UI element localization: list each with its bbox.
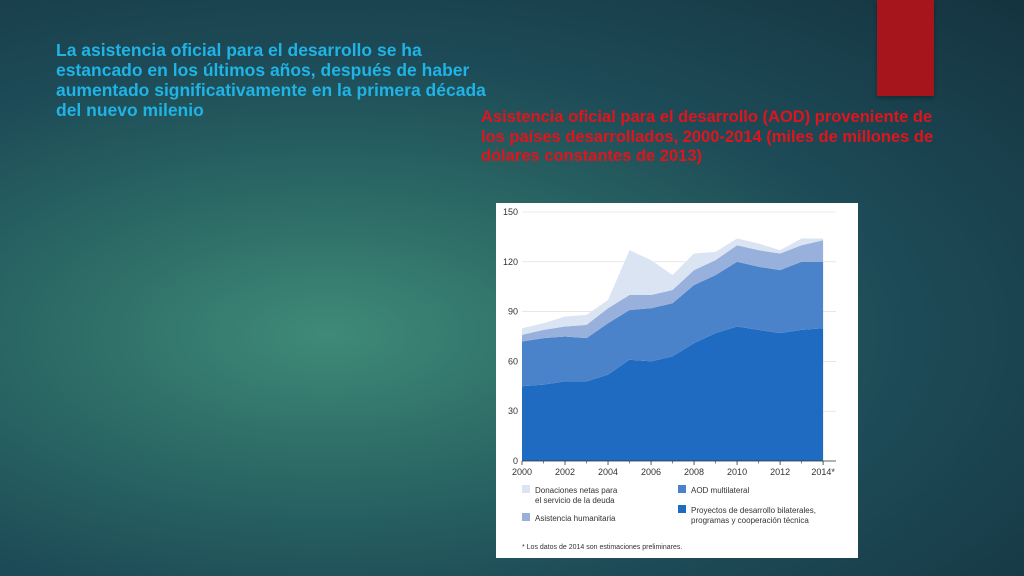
legend-label: AOD multilateral [691, 486, 749, 495]
y-tick-label: 120 [503, 257, 518, 267]
legend-label: Asistencia humanitaria [535, 514, 616, 523]
legend-swatch [522, 513, 530, 521]
y-tick-label: 90 [508, 307, 518, 317]
x-tick-label: 2006 [641, 467, 661, 477]
y-tick-label: 0 [513, 456, 518, 466]
x-tick-label: 2008 [684, 467, 704, 477]
x-tick-label: 2012 [770, 467, 790, 477]
accent-bar [877, 0, 934, 96]
chart-footnote: * Los datos de 2014 son estimaciones pre… [522, 544, 682, 551]
legend-label: Donaciones netas para [535, 486, 618, 495]
x-tick-label: 2000 [512, 467, 532, 477]
legend-label: Proyectos de desarrollo bilaterales, [691, 506, 816, 515]
chart-caption: Asistencia oficial para el desarrollo (A… [481, 108, 971, 167]
area-series-3 [522, 240, 824, 342]
area-layer [522, 238, 824, 461]
stacked-area-chart: 0 30 60 90 120 150 2000 2002 2004 2006 2008 2010 201… [503, 207, 836, 551]
y-tick-label: 60 [508, 356, 518, 366]
chart-caption-line-2: los países desarrollados, 2000-2014 (mil… [481, 127, 934, 166]
x-tick-label: 2010 [727, 467, 747, 477]
area-series-2 [522, 261, 824, 387]
y-tick-label: 150 [503, 207, 518, 217]
x-tick-label: 2002 [555, 467, 575, 477]
x-tick-label: 2004 [598, 467, 618, 477]
y-tick-label: 30 [508, 406, 518, 416]
legend-label: el servicio de la deuda [535, 496, 615, 505]
legend-swatch [522, 485, 530, 493]
legend-label: programas y cooperación técnica [691, 516, 809, 525]
area-series-1 [522, 326, 824, 461]
x-tick-label: 2014* [811, 467, 835, 477]
axis-layer: 0 30 60 90 120 150 2000 2002 2004 2006 2008 2010 201… [503, 207, 836, 477]
legend-swatch [678, 485, 686, 493]
chart-caption-line-1: Asistencia oficial para el desarrollo (A… [481, 108, 933, 126]
chart-panel: 0 30 60 90 120 150 2000 2002 2004 2006 2008 2010 201… [496, 203, 858, 558]
area-series-4 [522, 238, 824, 335]
legend-swatch [678, 505, 686, 513]
slide-title: La asistencia oficial para el desarrollo… [56, 40, 486, 120]
